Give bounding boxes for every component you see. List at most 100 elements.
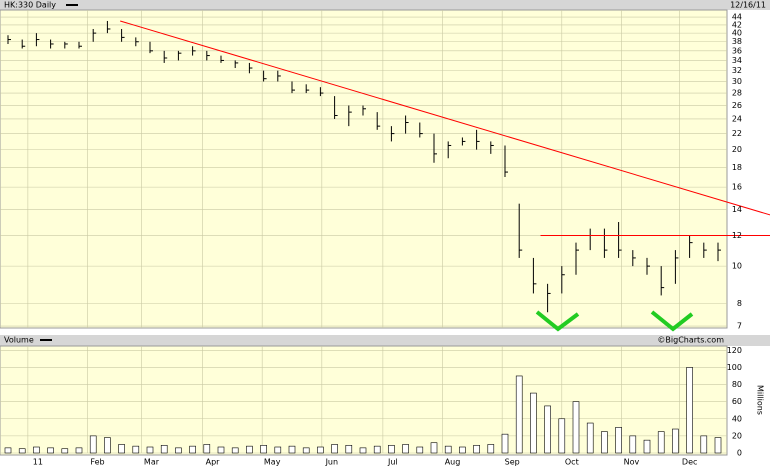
volume-bar bbox=[231, 447, 239, 454]
volume-bar bbox=[331, 444, 338, 454]
x-tick-label: Apr bbox=[206, 458, 221, 467]
volume-bar bbox=[189, 445, 196, 454]
volume-bar bbox=[572, 401, 580, 454]
volume-bar bbox=[61, 448, 69, 454]
y-tick-label: 32 bbox=[732, 66, 742, 75]
price-header bbox=[0, 0, 770, 10]
volume-bar bbox=[714, 437, 722, 454]
volume-bar bbox=[672, 428, 679, 454]
volume-bar bbox=[288, 445, 296, 454]
volume-bar bbox=[47, 447, 54, 454]
x-tick-label: Aug bbox=[445, 458, 461, 467]
volume-bar bbox=[643, 439, 651, 454]
annotation-check bbox=[650, 310, 694, 332]
y-tick-label: 80 bbox=[732, 380, 742, 389]
volume-bar bbox=[104, 437, 111, 454]
y-tick-label: 34 bbox=[732, 56, 742, 65]
volume-bar bbox=[146, 446, 154, 454]
volume-bar bbox=[118, 444, 125, 454]
x-tick-label: Feb bbox=[90, 458, 104, 467]
volume-bar bbox=[388, 444, 395, 454]
volume-bar bbox=[302, 447, 310, 454]
y-axis-label: Millions bbox=[756, 385, 765, 415]
y-tick-label: 14 bbox=[732, 205, 742, 214]
y-tick-label: 100 bbox=[727, 363, 742, 372]
volume-bar bbox=[530, 392, 537, 454]
volume-header bbox=[0, 335, 770, 346]
volume-bar bbox=[487, 444, 495, 454]
volume-bar bbox=[686, 367, 693, 454]
x-tick-label: Jun bbox=[325, 458, 339, 467]
volume-bar bbox=[359, 447, 367, 454]
y-tick-label: 20 bbox=[732, 431, 742, 440]
y-tick-label: 60 bbox=[732, 397, 742, 406]
x-tick-label: Sep bbox=[505, 458, 520, 467]
price-panel bbox=[0, 9, 728, 329]
volume-bar bbox=[700, 435, 708, 454]
volume-bar bbox=[444, 445, 452, 454]
volume-bar bbox=[260, 444, 267, 454]
y-tick-label: 12 bbox=[732, 231, 742, 240]
x-tick-label: 11 bbox=[33, 458, 43, 467]
volume-bar bbox=[75, 447, 83, 454]
y-tick-label: 0 bbox=[737, 449, 742, 458]
y-tick-label: 42 bbox=[732, 20, 742, 29]
volume-bar bbox=[132, 445, 140, 454]
y-tick-label: 44 bbox=[732, 13, 742, 22]
volume-bar bbox=[345, 444, 353, 454]
volume-bar bbox=[416, 446, 424, 454]
credit: ©BigCharts.com bbox=[657, 336, 724, 345]
x-tick-label: May bbox=[264, 458, 281, 467]
trendline bbox=[120, 20, 770, 216]
x-tick-label: Nov bbox=[624, 458, 640, 467]
volume-bar bbox=[203, 444, 211, 454]
volume-bar bbox=[317, 446, 324, 454]
x-tick-label: Jul bbox=[387, 458, 398, 467]
y-tick-label: 30 bbox=[732, 77, 742, 86]
date: 12/16/11 bbox=[730, 1, 766, 10]
price-title: HK:330 Daily bbox=[4, 1, 56, 10]
x-tick-label: Oct bbox=[565, 458, 579, 467]
volume-bar bbox=[33, 446, 40, 454]
x-tick-label: Dec bbox=[682, 458, 697, 467]
volume-bar bbox=[274, 446, 282, 454]
volume-bar bbox=[18, 448, 26, 454]
volume-bar bbox=[459, 446, 466, 454]
y-tick-label: 40 bbox=[732, 29, 742, 38]
y-tick-label: 28 bbox=[732, 89, 742, 98]
y-tick-label: 22 bbox=[732, 129, 742, 138]
volume-bar bbox=[89, 435, 97, 454]
volume-bar bbox=[175, 447, 182, 454]
volume-bar bbox=[544, 405, 551, 454]
volume-bar bbox=[601, 431, 608, 454]
y-tick-label: 7 bbox=[737, 322, 742, 331]
y-tick-label: 24 bbox=[732, 114, 742, 123]
y-tick-label: 26 bbox=[732, 101, 742, 110]
volume-bar bbox=[515, 375, 523, 454]
y-tick-label: 120 bbox=[727, 346, 742, 355]
annotation-check bbox=[535, 310, 580, 332]
x-tick-label: Mar bbox=[144, 458, 160, 467]
volume-bar bbox=[473, 444, 480, 454]
y-tick-label: 38 bbox=[732, 37, 742, 46]
y-tick-label: 20 bbox=[732, 145, 742, 154]
y-tick-label: 8 bbox=[737, 299, 742, 308]
y-tick-label: 16 bbox=[732, 183, 742, 192]
volume-bar bbox=[615, 427, 622, 454]
volume-bar bbox=[246, 445, 253, 454]
volume-bar bbox=[402, 444, 409, 454]
y-tick-label: 40 bbox=[732, 414, 742, 423]
y-tick-label: 36 bbox=[732, 46, 742, 55]
volume-title: Volume bbox=[4, 336, 34, 345]
volume-bar bbox=[629, 435, 637, 454]
volume-bar bbox=[501, 433, 509, 454]
y-tick-label: 10 bbox=[732, 262, 742, 271]
y-tick-label: 18 bbox=[732, 163, 742, 172]
volume-bar bbox=[586, 422, 594, 454]
volume-bar bbox=[430, 442, 438, 454]
volume-bar bbox=[657, 431, 665, 454]
volume-bar bbox=[217, 446, 225, 454]
volume-bar bbox=[558, 418, 566, 454]
volume-bar bbox=[4, 447, 12, 454]
